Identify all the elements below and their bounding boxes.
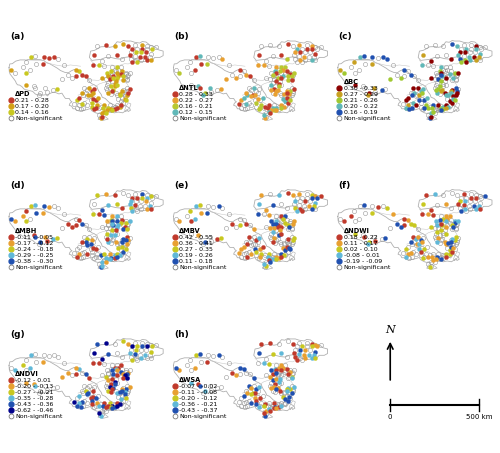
Text: N: N (386, 324, 395, 335)
Text: (c): (c) (338, 32, 352, 41)
Text: 500 km: 500 km (466, 414, 492, 420)
Text: (e): (e) (174, 181, 188, 190)
Legend: ΔPD, 0.21 - 0.28, 0.17 - 0.20, 0.14 - 0.16, Non-significant: ΔPD, 0.21 - 0.28, 0.17 - 0.20, 0.14 - 0.… (8, 91, 62, 121)
Legend: ΔWSA, -0.07 - -0.02, -0.11 - -0.08, -0.20 - -0.12, -0.36 - -0.21, -0.43 - -0.37,: ΔWSA, -0.07 - -0.02, -0.11 - -0.08, -0.2… (172, 377, 227, 419)
Text: (f): (f) (338, 181, 351, 190)
Text: (b): (b) (174, 32, 189, 41)
Text: 0: 0 (388, 414, 392, 420)
Text: (a): (a) (10, 32, 24, 41)
Legend: ΔMBH, -0.11 - -0.05, -0.17 - -0.12, -0.24 - -0.18, -0.29 - -0.25, -0.38 - -0.30,: ΔMBH, -0.11 - -0.05, -0.17 - -0.12, -0.2… (8, 228, 62, 270)
Legend: ΔNTL, 0.28 - 0.33, 0.22 - 0.27, 0.16 - 0.21, 0.12 - 0.15, Non-significant: ΔNTL, 0.28 - 0.33, 0.22 - 0.27, 0.16 - 0… (172, 85, 227, 121)
Text: (d): (d) (10, 181, 24, 190)
Legend: ΔMBV, 0.42 - 0.55, 0.36 - 0.41, 0.27 - 0.35, 0.19 - 0.26, 0.11 - 0.18, Non-signi: ΔMBV, 0.42 - 0.55, 0.36 - 0.41, 0.27 - 0… (172, 228, 227, 270)
Text: (h): (h) (174, 330, 189, 339)
Legend: ΔNDWI, 0.18 - 0.22, 0.11 - 0.17, 0.02 - 0.10, -0.08 - 0.01, -0.19 - -0.09, Non-s: ΔNDWI, 0.18 - 0.22, 0.11 - 0.17, 0.02 - … (337, 228, 391, 270)
Legend: ΔBC, 0.30 - 0.33, 0.27 - 0.29, 0.21 - 0.26, 0.20 - 0.22, 0.16 - 0.19, Non-signif: ΔBC, 0.30 - 0.33, 0.27 - 0.29, 0.21 - 0.… (337, 79, 391, 121)
Legend: ΔNDVI, -0.12 - 0.01, -0.20 - -0.13, -0.27 - -0.21, -0.35 - -0.28, -0.43 - -0.36,: ΔNDVI, -0.12 - 0.01, -0.20 - -0.13, -0.2… (8, 371, 62, 419)
Text: (g): (g) (10, 330, 24, 339)
